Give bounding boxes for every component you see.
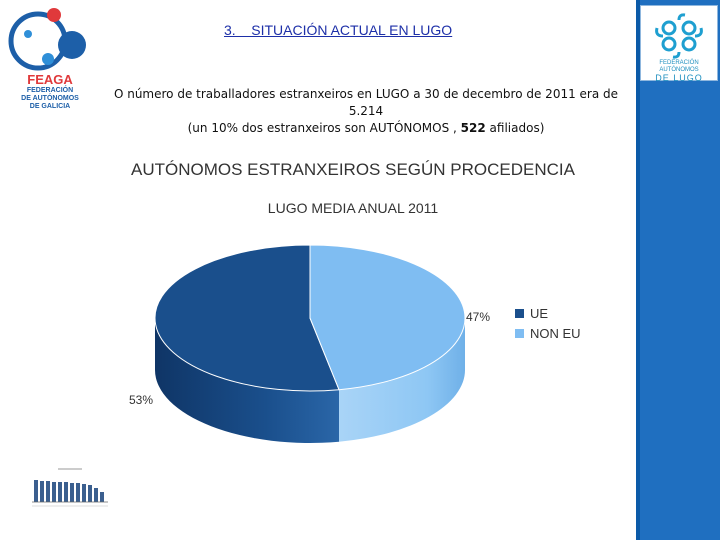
chart-title: AUTÓNOMOS ESTRANXEIROS SEGÚN PROCEDENCIA	[131, 160, 575, 179]
legend-label-non-eu: NON EU	[530, 325, 581, 341]
pie-tops	[154, 244, 466, 392]
feaga-circles-icon	[8, 8, 86, 71]
chart-subtitle: LUGO MEDIA ANUAL 2011	[267, 200, 439, 216]
legend-label-ue: UE	[530, 305, 549, 321]
section-title: 3. SITUACIÓN ACTUAL EN LUGO	[224, 22, 453, 38]
feaga-subtitle: FEDERACIÓN DE AUTÓNOMOS DE GALICIA	[8, 87, 92, 111]
intro-line2-count: 522	[460, 121, 486, 135]
feaga-logo: FEAGA FEDERACIÓN DE AUTÓNOMOS DE GALICIA	[8, 6, 92, 116]
lugo-logo-line1: FEDERACIÓN	[659, 60, 699, 66]
feaga-sub-line3: DE GALICIA	[29, 103, 71, 110]
intro-line1: O número de traballadores estranxeiros e…	[113, 87, 619, 118]
intro-line2-pre: (un 10% dos estranxeiros son AUTÓNOMOS ,	[187, 121, 461, 135]
intro-line2: (un 10% dos estranxeiros son AUTÓNOMOS ,…	[96, 120, 636, 137]
right-band-inner	[640, 0, 720, 540]
feaga-name: FEAGA	[27, 72, 73, 87]
data-label-ue: 53%	[129, 393, 154, 407]
pie-slice-non-eu	[309, 244, 466, 391]
lugo-logo-line3: DE LUGO	[655, 73, 703, 83]
pie-slice-ue	[154, 244, 340, 392]
intro-paragraph: O número de traballadores estranxeiros e…	[96, 86, 636, 137]
legend-swatch-ue	[515, 308, 524, 318]
feaga-sub-line2: DE AUTÓNOMOS	[21, 95, 79, 102]
pie-slice-side-ue	[155, 318, 340, 443]
legend-swatch-non-eu	[515, 328, 524, 338]
lugo-federation-logo: FEDERACIÓN AUTÓNOMOS DE LUGO	[640, 5, 718, 83]
legend-item-ue: UE	[515, 303, 581, 323]
pie-sides	[155, 318, 465, 443]
chart-legend: UE NON EU	[515, 303, 581, 343]
lugo-logo-text: FEDERACIÓN AUTÓNOMOS DE LUGO	[641, 60, 717, 83]
data-label-non-eu: 47%	[466, 310, 491, 324]
legend-item-non-eu: NON EU	[515, 323, 581, 343]
mini-chart-thumbnail	[30, 466, 110, 511]
pie-slice-side-non-eu	[339, 318, 465, 442]
intro-line2-post: afiliados)	[485, 121, 545, 135]
feaga-sub-line1: FEDERACIÓN	[26, 87, 74, 94]
lugo-knot-icon	[655, 13, 703, 59]
lugo-logo-line2: AUTÓNOMOS	[659, 67, 699, 73]
